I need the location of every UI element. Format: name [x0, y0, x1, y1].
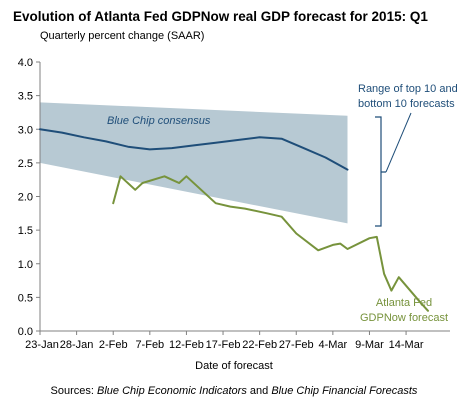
x-tick-label: 27-Feb — [279, 339, 314, 351]
gdpnow-label-line1: Atlanta Fed — [376, 297, 432, 309]
x-tick-label: 2-Feb — [99, 339, 128, 351]
gdpnow-forecast-line — [112, 175, 429, 312]
x-tick-label: 9-Mar — [355, 339, 384, 351]
y-tick-label: 3.0 — [18, 124, 33, 136]
source-1: Blue Chip Economic Indicators — [97, 385, 247, 397]
sources-and: and — [249, 385, 269, 397]
y-tick-label: 2.5 — [18, 158, 33, 170]
blue-chip-consensus-line — [39, 128, 349, 171]
sources-prefix: Sources: — [50, 385, 94, 397]
y-tick-label: 1.5 — [18, 225, 33, 237]
x-tick-label: 17-Feb — [206, 339, 241, 351]
y-tick-label: 4.0 — [18, 57, 33, 69]
x-tick-label: 4-Mar — [318, 339, 347, 351]
y-tick-label: 0.0 — [18, 326, 33, 338]
x-tick-label: 14-Mar — [389, 339, 424, 351]
x-tick-label: 22-Feb — [242, 339, 277, 351]
x-axis-label: Date of forecast — [195, 360, 273, 372]
range-label-line1: Range of top 10 and — [358, 83, 458, 95]
y-tick-label: 0.5 — [18, 292, 33, 304]
x-tick-label: 23-Jan — [25, 339, 59, 351]
chart-subtitle: Quarterly percent change (SAAR) — [40, 30, 205, 42]
y-tick-label: 2.0 — [18, 192, 33, 204]
source-2: Blue Chip Financial Forecasts — [271, 385, 418, 397]
blue-chip-label: Blue Chip consensus — [107, 115, 211, 127]
x-tick-label: 28-Jan — [60, 339, 94, 351]
gdpnow-label-line2: GDPNow forecast — [360, 312, 448, 324]
chart-title: Evolution of Atlanta Fed GDPNow real GDP… — [13, 9, 428, 24]
range-label-line2: bottom 10 forecasts — [358, 98, 455, 110]
x-tick-label: 12-Feb — [169, 339, 204, 351]
sources-note: Sources: Blue Chip Economic Indicators a… — [0, 385, 468, 397]
range-bracket — [375, 116, 386, 227]
y-tick-label: 1.0 — [18, 259, 33, 271]
y-tick-label: 3.5 — [18, 91, 33, 103]
x-tick-label: 7-Feb — [135, 339, 164, 351]
range-leader-line — [385, 112, 412, 173]
range-band — [40, 102, 348, 224]
